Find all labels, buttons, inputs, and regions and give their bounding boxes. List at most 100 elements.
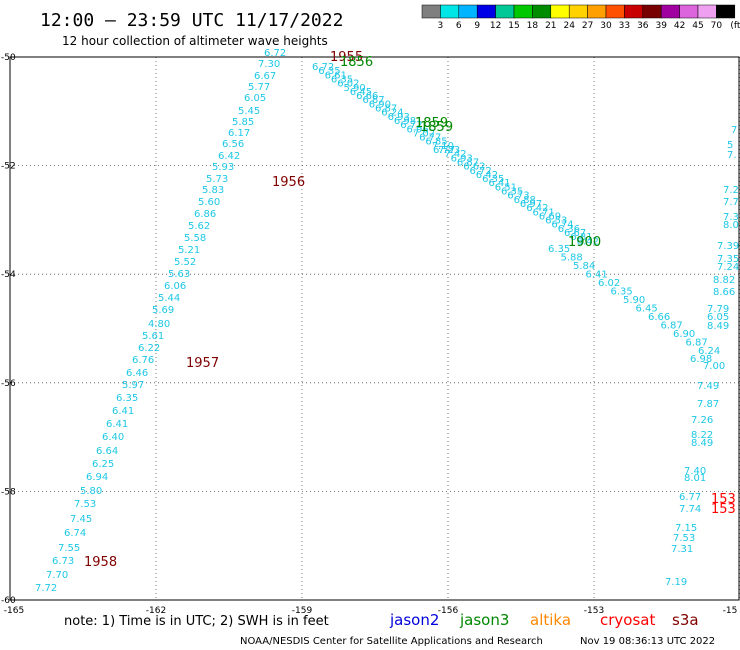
swh-label: 6.42 [476,170,498,181]
colorbar-label: 21 [545,21,556,31]
colorbar-swatch [605,4,625,19]
swh-label: 6.53 [545,216,567,227]
swh-label: 5.97 [122,380,144,391]
swh-label: 7.30 [258,59,280,70]
time-label: 1856 [340,55,373,70]
swh-label: 6.45 [350,87,372,98]
swh-label: 5.84 [573,261,595,272]
swh-label: 6.93 [451,153,473,164]
time-label: 153 [711,502,736,517]
swh-label: 7.45 [70,514,92,525]
colorbar-label: 18 [527,21,539,31]
colorbar-swatch [679,4,699,19]
swh-label: 7.2 [723,185,739,196]
swh-label: 7.02 [413,128,435,139]
swh-label: 6.85 [425,137,447,148]
y-tick-label: -52 [1,162,16,172]
colorbar-label: 30 [600,21,612,31]
swh-label: 7.10 [432,141,454,152]
swh-label: 7.42 [444,149,466,160]
swh-label: 5.93 [212,162,234,173]
swh-label: 6.64 [96,446,118,457]
swh-label: 6.67 [254,71,276,82]
x-tick-label: -159 [292,606,313,616]
plot-area: -50 -52 -54 -56 -58 -60-165 -162 -159 -156 -153 -1… [1,48,740,616]
swh-label: 7.19 [665,577,687,588]
swh-label: 5 [727,140,733,151]
swh-label: 6.45 [636,304,658,315]
swh-label: 6.41 [106,419,128,430]
swh-label: 8.01 [684,473,706,484]
swh-label: 6.81 [570,232,592,243]
swh-label: 6.51 [495,182,517,193]
swh-label: 6.05 [244,93,266,104]
time-label: 1956 [272,175,305,190]
colorbar-label: 9 [474,21,480,31]
swh-label: 8.01 [723,220,740,231]
colorbar-label: 15 [508,21,519,31]
swh-label: 6.76 [132,355,154,366]
swh-label: 5.90 [623,295,645,306]
swh-label: 6.74 [551,220,573,231]
swh-label: 6.02 [598,278,620,289]
swh-label: 6.87 [457,157,479,168]
swh-label: 7.53 [74,499,96,510]
colorbar-swatch [476,4,496,19]
y-tick-label: -54 [1,270,16,280]
colorbar-label: 12 [490,21,501,31]
swh-label: 7.26 [691,415,713,426]
colorbar-swatch [568,4,588,19]
swh-label: 6.35 [318,66,340,77]
swh-label: 6.90 [369,99,391,110]
footer: note: 1) Time is in UTC; 2) SWH is in fe… [64,611,715,647]
swh-label: 7.3 [723,212,739,223]
swh-label: 5.83 [202,185,224,196]
chart-subtitle: 12 hour collection of altimeter wave hei… [62,34,328,48]
colorbar-swatch [458,4,478,19]
colorbar-label: 6 [456,21,462,31]
swh-label: 7.87 [697,399,719,410]
x-tick-label: -153 [584,606,604,616]
colorbar-label: 36 [637,21,649,31]
swh-label: 5.61 [142,331,164,342]
swh-label: 4.80 [148,319,170,330]
swh-label: 7.79 [707,304,729,315]
swh-label: 5.69 [152,305,174,316]
y-tick-label: -56 [1,379,16,389]
footer-credit: NOAA/NESDIS Center for Satellite Applica… [240,636,543,647]
swh-label: 7.70 [46,570,68,581]
swh-label: 6.88 [514,195,536,206]
swh-label: 6.41 [488,178,510,189]
swh-label: 6.42 [577,236,599,247]
colorbar-unit: (ft) [730,21,740,31]
swh-label: 7.7 [723,197,739,208]
swh-label: 6.35 [501,187,523,198]
swh-label: 5.73 [206,174,228,185]
swh-label: 6.35 [116,393,138,404]
swh-label: 6.35 [331,74,353,85]
swh-label: 6.36 [558,224,580,235]
time-label: 1958 [84,555,117,570]
swh-label: 6.72 [400,120,422,131]
colorbar-swatch [550,4,570,19]
time-label: 1900 [568,235,601,250]
colorbar-swatch [697,4,717,19]
colorbar-swatch [440,4,460,19]
swh-label: 6.17 [228,128,250,139]
swh-label: 6.35 [482,174,504,185]
swh-label: 6.62 [463,162,485,173]
swh-label: 7.23 [438,145,460,156]
x-tick-label: -165 [4,606,24,616]
swh-label: 7. [727,150,737,161]
colorbar-swatch [587,4,607,19]
time-label: 153 [711,492,736,507]
swh-label: 6.72 [470,166,492,177]
swh-label: 6.77 [419,133,441,144]
swh-label: 6.41 [586,270,608,281]
swh-label: 6.74 [64,528,86,539]
colorbar-swatch [421,4,441,19]
swh-label: 8.49 [691,438,713,449]
swh-label: 6.56 [222,139,244,150]
swh-label: 6.98 [394,116,416,127]
